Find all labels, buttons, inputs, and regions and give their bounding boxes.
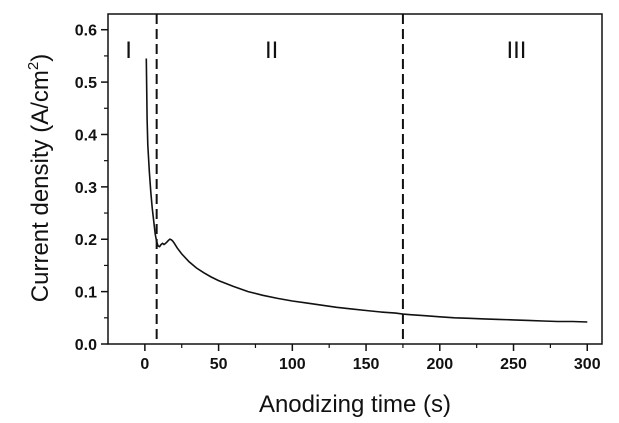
- region-label: II: [265, 37, 278, 64]
- region-dividers: [155, 14, 404, 344]
- y-tick-label: 0.2: [75, 232, 97, 249]
- y-axis-label: Current density (A/cm2): [25, 54, 54, 302]
- region-label: I: [125, 37, 132, 64]
- x-tick-label: 0: [140, 356, 149, 373]
- y-axis-label-close: ): [27, 54, 54, 62]
- y-tick-label: 0.0: [75, 337, 97, 354]
- axis-ticks: 0 50 100 150 200 250 300 0.0 0.1 0.2 0.3 0.4 0.5 0.6: [75, 23, 601, 373]
- y-tick-label: 0.3: [75, 180, 97, 197]
- y-axis-label-superscript: 2: [25, 62, 42, 70]
- y-axis-label-main: Current density (A/cm: [27, 70, 54, 302]
- x-tick-label: 300: [574, 356, 601, 373]
- y-tick-label: 0.1: [75, 285, 97, 302]
- y-tick-label: 0.6: [75, 23, 97, 40]
- plot-frame: [107, 13, 603, 345]
- x-tick-label: 150: [353, 356, 380, 373]
- region-labels: I II III: [125, 37, 526, 64]
- y-tick-label: 0.4: [75, 127, 97, 144]
- x-tick-label: 50: [210, 356, 228, 373]
- x-tick-label: 100: [279, 356, 306, 373]
- current-density-line: [145, 58, 588, 323]
- x-tick-label: 250: [500, 356, 527, 373]
- y-axis-label-group: Current density (A/cm2): [25, 54, 54, 302]
- y-tick-label: 0.5: [75, 75, 97, 92]
- data-series: [145, 58, 588, 323]
- x-axis-label: Anodizing time (s): [259, 391, 451, 418]
- region-label: III: [506, 37, 526, 64]
- x-tick-label: 200: [426, 356, 453, 373]
